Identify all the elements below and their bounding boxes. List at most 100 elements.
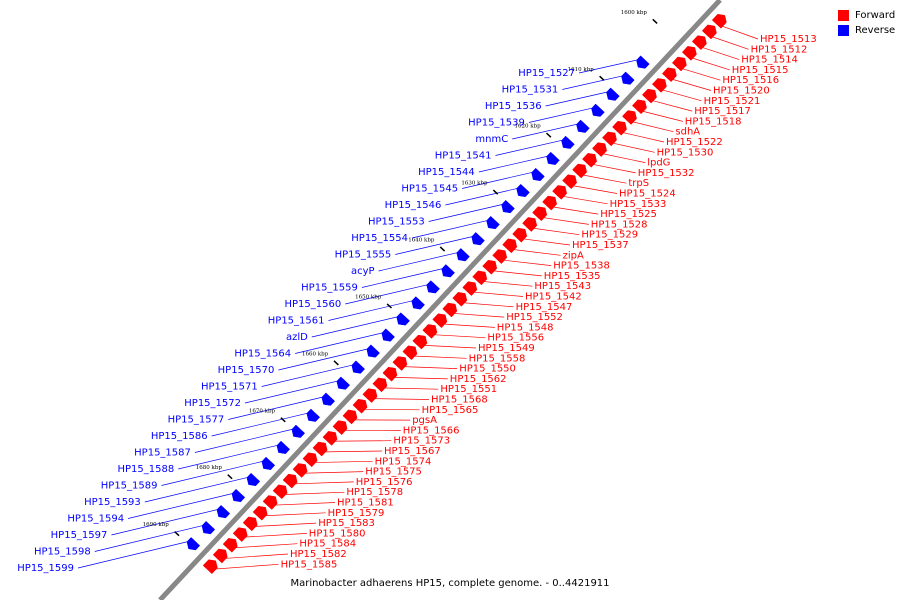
gene-hp15-1577 bbox=[321, 392, 336, 406]
gene-label-hp15-1577: HP15_1577 bbox=[168, 415, 225, 426]
gene-hp15-1553 bbox=[501, 199, 515, 214]
leader-hp15-1555 bbox=[395, 234, 479, 255]
gene-hp15-1574 bbox=[302, 452, 318, 468]
gene-zipa bbox=[502, 238, 518, 254]
gene-label-hp15-1565: HP15_1565 bbox=[422, 405, 479, 416]
gene-mnmc bbox=[576, 119, 590, 133]
leader-hp15-1525 bbox=[546, 205, 599, 215]
gene-label-lpdg: lpdG bbox=[647, 158, 670, 169]
gene-label-hp15-1573: HP15_1573 bbox=[393, 436, 450, 447]
gene-label-hp15-1583: HP15_1583 bbox=[318, 518, 375, 529]
gene-hp15-1518 bbox=[631, 99, 647, 115]
gene-label-hp15-1515: HP15_1515 bbox=[732, 65, 789, 76]
leader-hp15-1527 bbox=[578, 58, 644, 74]
gene-label-hp15-1570: HP15_1570 bbox=[218, 365, 275, 376]
gene-hp15-1550 bbox=[392, 356, 408, 371]
leader-hp15-1543 bbox=[476, 280, 533, 287]
scale-tick bbox=[280, 417, 286, 423]
gene-pgsa bbox=[342, 409, 358, 425]
gene-label-hp15-1598: HP15_1598 bbox=[34, 547, 91, 558]
gene-hp15-1573 bbox=[322, 431, 338, 446]
gene-label-hp15-1581: HP15_1581 bbox=[337, 498, 394, 509]
gene-hp15-1536 bbox=[606, 87, 620, 101]
gene-label-hp15-1584: HP15_1584 bbox=[299, 539, 356, 550]
leader-hp15-1575 bbox=[297, 471, 364, 474]
leader-hp15-1594 bbox=[128, 491, 240, 519]
gene-label-hp15-1561: HP15_1561 bbox=[268, 316, 325, 327]
gene-label-hp15-1580: HP15_1580 bbox=[309, 528, 366, 539]
gene-label-hp15-1555: HP15_1555 bbox=[335, 250, 392, 261]
gene-label-hp15-1520: HP15_1520 bbox=[713, 86, 770, 97]
gene-acyp bbox=[456, 248, 470, 262]
gene-hp15-1566 bbox=[332, 420, 348, 436]
leader-hp15-1545 bbox=[462, 170, 539, 189]
gene-hp15-1579 bbox=[252, 505, 268, 521]
leader-hp15-1513 bbox=[716, 23, 759, 40]
gene-hp15-1517 bbox=[641, 88, 657, 104]
gene-label-hp15-1527: HP15_1527 bbox=[518, 68, 575, 79]
gene-label-hp15-1579: HP15_1579 bbox=[328, 508, 385, 519]
gene-label-hp15-1547: HP15_1547 bbox=[516, 302, 573, 313]
leader-acyp bbox=[378, 250, 464, 272]
gene-hp15-1555 bbox=[471, 232, 485, 246]
gene-hp15-1559 bbox=[441, 264, 455, 278]
leader-hp15-1561 bbox=[328, 298, 419, 321]
gene-label-hp15-1568: HP15_1568 bbox=[431, 395, 488, 406]
gene-hp15-1513 bbox=[711, 13, 727, 29]
leader-hp15-1587 bbox=[194, 427, 299, 453]
leader-hp15-1576 bbox=[287, 481, 354, 485]
gene-label-hp15-1514: HP15_1514 bbox=[741, 55, 798, 66]
gene-hp15-1594 bbox=[231, 488, 246, 503]
leader-hp15-1548 bbox=[437, 323, 495, 328]
gene-sdha bbox=[622, 110, 637, 125]
gene-hp15-1558 bbox=[402, 345, 418, 361]
gene-hp15-1581 bbox=[262, 495, 278, 510]
gene-label-hp15-1546: HP15_1546 bbox=[385, 200, 442, 211]
gene-hp15-1552 bbox=[442, 302, 458, 318]
scale-tick bbox=[439, 246, 446, 252]
gene-hp15-1535 bbox=[482, 259, 498, 275]
gene-hp15-1514 bbox=[691, 35, 707, 51]
gene-label-hp15-1586: HP15_1586 bbox=[151, 431, 208, 442]
gene-label-hp15-1593: HP15_1593 bbox=[84, 497, 141, 508]
gene-hp15-1598 bbox=[201, 520, 216, 535]
leader-hp15-1573 bbox=[327, 440, 392, 442]
gene-label-hp15-1599: HP15_1599 bbox=[17, 563, 74, 574]
gene-hp15-1578 bbox=[272, 484, 288, 500]
scale-tick bbox=[599, 75, 605, 81]
gene-label-hp15-1554: HP15_1554 bbox=[351, 233, 408, 244]
gene-label-hp15-1594: HP15_1594 bbox=[67, 514, 124, 525]
gene-hp15-1588 bbox=[276, 440, 291, 454]
gene-hp15-1589 bbox=[261, 456, 276, 470]
gene-hp15-1545 bbox=[531, 167, 545, 182]
leader-hp15-1572 bbox=[244, 379, 344, 404]
leader-hp15-1550 bbox=[397, 366, 458, 369]
gene-hp15-1533 bbox=[552, 185, 567, 200]
leader-hp15-1581 bbox=[267, 502, 336, 506]
gene-label-hp15-1567: HP15_1567 bbox=[384, 446, 441, 457]
gene-label-hp15-1531: HP15_1531 bbox=[502, 85, 559, 96]
gene-hp15-1599 bbox=[186, 537, 201, 551]
gene-label-hp15-1582: HP15_1582 bbox=[290, 549, 347, 560]
leader-hp15-1544 bbox=[478, 154, 554, 173]
reverse-label: Reverse bbox=[855, 24, 896, 36]
gene-label-sdha: sdhA bbox=[675, 127, 700, 138]
scale-label: 1630 kbp bbox=[461, 181, 488, 187]
gene-label-hp15-1587: HP15_1587 bbox=[134, 448, 191, 459]
scale-label: 1620 kbp bbox=[515, 124, 542, 130]
gene-hp15-1546 bbox=[516, 183, 530, 198]
leader-hp15-1574 bbox=[307, 460, 373, 464]
leader-hp15-1517 bbox=[646, 98, 693, 112]
gene-label-hp15-1544: HP15_1544 bbox=[418, 167, 475, 178]
leader-hp15-1565 bbox=[357, 408, 420, 411]
gene-hp15-1582 bbox=[212, 548, 228, 564]
gene-label-hp15-1525: HP15_1525 bbox=[600, 209, 657, 220]
gene-label-hp15-1533: HP15_1533 bbox=[610, 199, 667, 210]
leader-hp15-1564 bbox=[295, 331, 389, 354]
gene-label-hp15-1516: HP15_1516 bbox=[722, 75, 779, 86]
leader-hp15-1571 bbox=[261, 363, 359, 387]
gene-label-hp15-1549: HP15_1549 bbox=[478, 343, 535, 354]
gene-trps bbox=[572, 163, 587, 179]
gene-label-hp15-1576: HP15_1576 bbox=[356, 477, 413, 488]
